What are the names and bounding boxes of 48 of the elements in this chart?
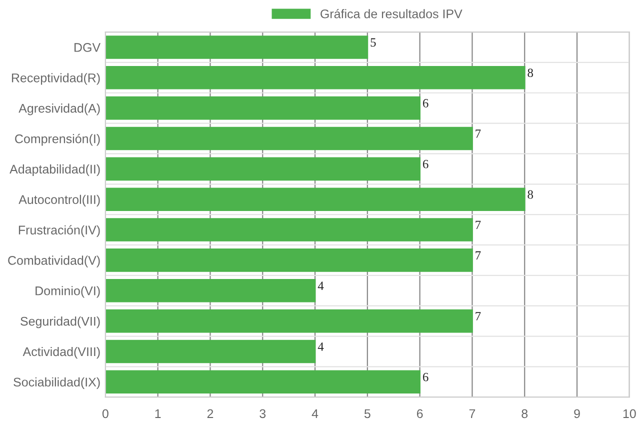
y-tick-label: Dominio(VI) [36, 286, 100, 298]
data-label: 6 [422, 372, 428, 382]
bar [105, 340, 316, 364]
bar [105, 370, 421, 394]
data-label: 8 [528, 68, 534, 78]
x-tick-label: 1 [155, 409, 161, 418]
y-tick-label: Frustración(IV) [18, 225, 100, 237]
x-tick-label: 6 [416, 409, 423, 418]
bar [105, 66, 526, 90]
data-label: 7 [476, 130, 481, 138]
data-label: 6 [422, 160, 428, 168]
y-tick-label: Autocontrol(III) [18, 194, 100, 206]
data-label: 7 [476, 251, 481, 260]
data-label: 6 [422, 99, 428, 108]
x-tick-label: 9 [574, 409, 580, 418]
data-label: 4 [318, 282, 324, 290]
legend-label: Gráfica de resultados IPV [320, 8, 462, 18]
data-label: 8 [528, 190, 534, 199]
x-tick-label: 2 [207, 409, 214, 418]
y-tick-label: DGV [74, 43, 101, 52]
y-tick-label: Adaptabilidad(II) [10, 164, 100, 176]
y-tick-label: Seguridad(VII) [20, 316, 100, 328]
bar [105, 36, 368, 59]
x-tick-label: 3 [260, 409, 266, 418]
y-tick-label: Agresividad(A) [18, 104, 100, 116]
bar [105, 126, 473, 150]
x-tick-label: 4 [312, 409, 318, 418]
bar [105, 278, 316, 302]
bar [105, 157, 421, 181]
x-tick-label: 7 [469, 409, 476, 418]
y-tick-label: Comprensión(I) [15, 134, 100, 146]
y-tick-label: Actividad(VIII) [22, 346, 100, 359]
bar [105, 248, 473, 272]
bar [105, 188, 526, 212]
bar [105, 218, 473, 242]
data-label: 5 [370, 38, 376, 47]
data-label: 7 [476, 312, 481, 320]
y-tick-label: Sociabilidad(IX) [14, 377, 100, 390]
x-tick-label: 8 [522, 409, 528, 418]
y-tick-label: Combatividad(V) [8, 256, 100, 268]
x-tick-label: 5 [364, 409, 370, 418]
bar [105, 96, 421, 120]
bar [105, 309, 473, 333]
data-label: 4 [318, 342, 324, 351]
data-label: 7 [476, 220, 481, 230]
x-tick-label: 10 [623, 409, 636, 418]
x-tick-label: 0 [102, 409, 108, 418]
y-tick-label: Receptividad(R) [12, 73, 100, 85]
